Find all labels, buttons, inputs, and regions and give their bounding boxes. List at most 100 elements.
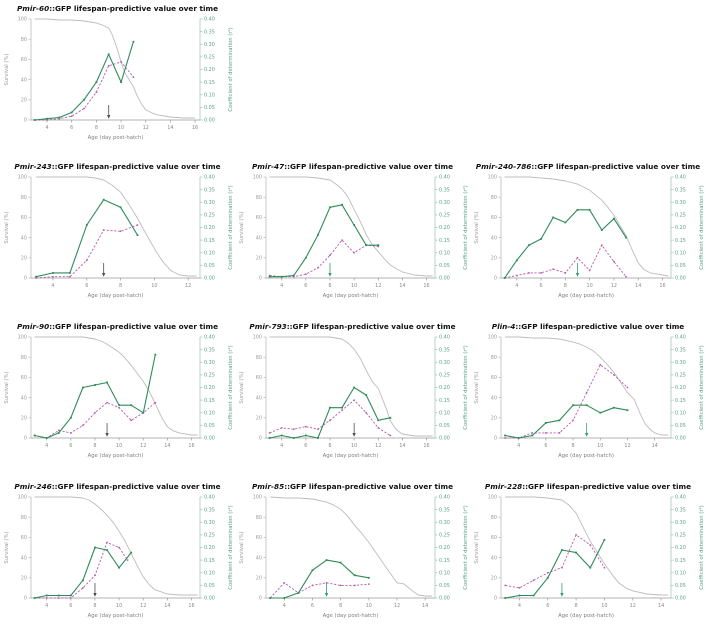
r2-dashed-series [33, 541, 129, 599]
right-axis-label: Coefficient of determination (r²) [227, 185, 234, 269]
x-tick-label: 6 [304, 443, 307, 449]
right-tick-label: 0.40 [204, 175, 215, 181]
r2-solid-marker [389, 416, 392, 419]
right-tick-label: 0.35 [439, 507, 450, 513]
right-tick-label: 0.00 [204, 118, 215, 124]
r2-dashed-series [33, 61, 135, 121]
arrow-head [575, 273, 580, 277]
left-axis-ticks: 0 20 40 60 80 100 [253, 175, 266, 282]
survival-line [505, 336, 669, 436]
right-tick-label: 0.10 [675, 250, 686, 256]
r2-dashed-line [34, 402, 156, 439]
r2-solid-marker [82, 386, 84, 389]
r2-dashed-marker [317, 267, 319, 269]
x-tick-label: 14 [652, 443, 658, 449]
r2-dashed-marker [82, 424, 84, 427]
left-axis-label: Survival (%) [4, 371, 10, 403]
x-axis-label: Age (day post-hatch) [323, 613, 379, 619]
r2-solid-marker [45, 437, 48, 439]
x-axis-label: Age (day post-hatch) [323, 453, 379, 459]
x-tick-label: 6 [544, 443, 547, 449]
annotation-arrow [560, 583, 564, 597]
left-axis-ticks: 0 20 40 60 80 100 [18, 17, 31, 124]
r2-dashed-marker [353, 251, 356, 254]
r2-dashed-marker [544, 432, 547, 434]
right-axis-label: Coefficient of determination (r²) [462, 185, 469, 269]
r2-dashed-series [33, 401, 157, 439]
r2-solid-marker [292, 274, 295, 277]
left-tick-label: 60 [256, 215, 262, 221]
left-tick-label: 80 [21, 515, 27, 521]
right-axis-ticks: 0.00 0.05 0.10 0.15 0.20 0.25 0.30 0.35 0.40 [200, 175, 215, 282]
r2-dashed-marker [599, 363, 602, 366]
arrow-head [107, 115, 111, 119]
r2-dashed-marker [504, 437, 506, 439]
r2-solid-marker [576, 208, 579, 211]
r2-solid-marker [283, 597, 286, 599]
right-tick-label: 0.35 [204, 29, 215, 35]
r2-dashed-marker [94, 574, 96, 577]
right-tick-label: 0.20 [204, 545, 215, 551]
left-tick-label: 60 [21, 375, 27, 381]
left-tick-label: 0 [24, 436, 27, 442]
annotation-arrow [324, 583, 329, 597]
r2-dashed-marker [68, 275, 71, 278]
x-tick-label: 8 [93, 443, 96, 449]
right-tick-label: 0.25 [204, 373, 215, 379]
right-tick-label: 0.15 [204, 558, 215, 564]
r2-dashed-marker [311, 584, 314, 587]
right-axis-ticks: 0.00 0.05 0.10 0.15 0.20 0.25 0.30 0.35 0.40 [671, 335, 686, 442]
left-axis-ticks: 0 20 40 60 80 100 [18, 175, 31, 282]
right-tick-label: 0.40 [675, 175, 686, 181]
r2-solid-marker [613, 217, 615, 220]
r2-dashed-line [505, 534, 605, 589]
x-tick-label: 16 [188, 603, 194, 609]
x-axis-label: Age (day post-hatch) [558, 453, 614, 459]
r2-solid-marker [57, 594, 60, 597]
r2-solid-line [34, 354, 156, 439]
r2-dashed-marker [83, 107, 85, 110]
x-tick-label: 12 [140, 603, 146, 609]
x-tick-label: 12 [375, 443, 381, 449]
right-tick-label: 0.10 [204, 570, 215, 576]
right-tick-label: 0.15 [204, 398, 215, 404]
right-axis-ticks: 0.00 0.05 0.10 0.15 0.20 0.25 0.30 0.35 0.40 [435, 495, 450, 602]
right-tick-label: 0.00 [439, 436, 450, 442]
left-tick-label: 100 [18, 335, 27, 341]
left-tick-label: 40 [21, 555, 27, 561]
r2-dashed-marker [528, 272, 530, 274]
left-tick-label: 60 [491, 375, 497, 381]
r2-solid-marker [626, 409, 629, 412]
x-tick-label: 8 [119, 283, 122, 289]
title-suffix: ::GFP lifespan-predictive value over tim… [284, 162, 454, 171]
r2-solid-marker [69, 416, 72, 419]
r2-solid-marker [518, 594, 521, 597]
r2-dashed-marker [552, 268, 555, 271]
r2-dashed-marker [126, 559, 129, 562]
r2-dashed-marker [329, 419, 331, 422]
left-tick-label: 20 [21, 256, 27, 262]
right-tick-label: 0.20 [675, 385, 686, 391]
r2-dashed-marker [532, 579, 535, 582]
r2-dashed-marker [531, 432, 534, 434]
r2-dashed-line [269, 399, 391, 436]
right-tick-label: 0.25 [204, 55, 215, 61]
r2-dashed-marker [515, 274, 518, 277]
arrow-head [93, 593, 97, 597]
r2-solid-marker [546, 576, 549, 579]
x-axis-label: Age (day post-hatch) [88, 613, 144, 619]
r2-solid-marker [297, 592, 300, 594]
gene-name: Pmir-228 [484, 482, 523, 491]
right-tick-label: 0.15 [675, 398, 686, 404]
left-tick-label: 40 [491, 395, 497, 401]
r2-solid-line [504, 209, 627, 279]
r2-dashed-marker [329, 254, 331, 257]
right-tick-label: 0.20 [204, 385, 215, 391]
r2-dashed-marker [69, 597, 72, 599]
r2-solid-marker [600, 229, 603, 231]
left-axis-label: Survival (%) [474, 211, 480, 243]
x-axis-label: Age (day post-hatch) [558, 293, 614, 299]
left-tick-label: 0 [24, 596, 27, 602]
r2-dashed-marker [504, 584, 507, 587]
left-tick-label: 0 [24, 118, 27, 124]
